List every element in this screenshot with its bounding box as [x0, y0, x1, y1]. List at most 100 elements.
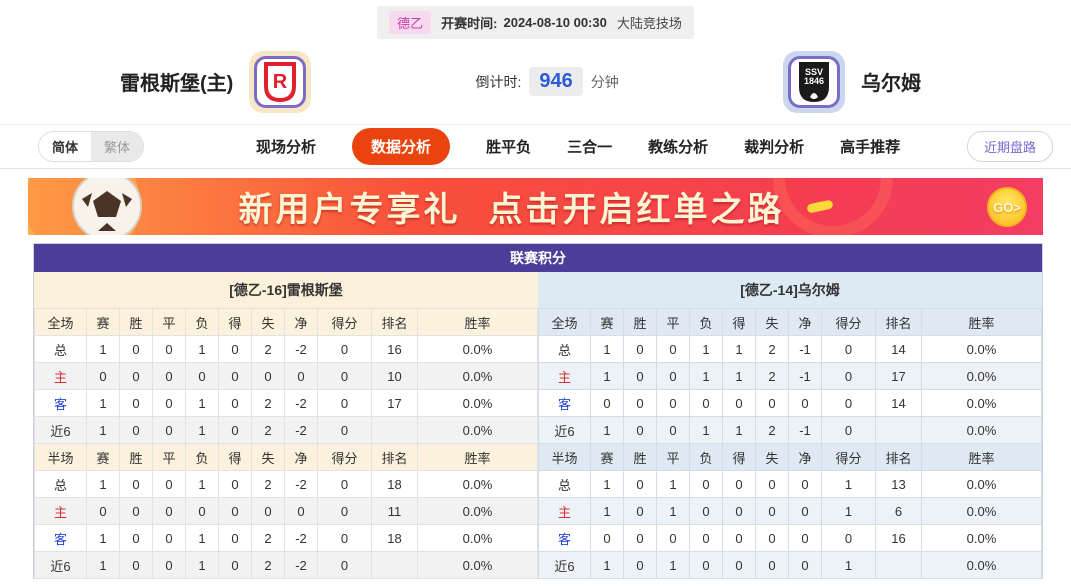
row-label-home: 主	[538, 362, 591, 390]
column-header: 失	[755, 308, 789, 336]
row-label-away: 客	[34, 524, 87, 552]
home-crest-icon: R	[264, 61, 297, 102]
stat-cell: 0	[317, 524, 372, 552]
stat-cell: 0	[788, 470, 822, 498]
away-team-logo: SSV 1846	[783, 50, 845, 113]
stat-cell: 2	[251, 551, 285, 579]
stat-cell: 1	[185, 389, 219, 417]
stat-cell	[875, 551, 922, 579]
go-button[interactable]: GO>	[987, 187, 1027, 227]
table-row: 主 0 0 0 0 0 0 0 0 10 0.0%	[34, 362, 538, 390]
tab-coach-analysis[interactable]: 教练分析	[648, 139, 709, 156]
column-header: 得	[218, 443, 252, 471]
recent-trend-button[interactable]: 近期盘路	[966, 131, 1053, 162]
column-header: 平	[656, 443, 690, 471]
stat-cell: 0	[821, 389, 876, 417]
stat-cell: 18	[371, 524, 418, 552]
tab-data-analysis[interactable]: 数据分析	[352, 128, 451, 165]
table-row: 主 0 0 0 0 0 0 0 0 11 0.0%	[34, 497, 538, 525]
column-header: 胜率	[417, 308, 538, 336]
stat-cell: 0	[623, 416, 657, 444]
top-info-strip: 德乙 开赛时间: 2024-08-10 00:30 大陆竞技场	[0, 0, 1071, 39]
column-header: 负	[185, 308, 219, 336]
column-header: 胜率	[921, 443, 1042, 471]
countdown-unit: 分钟	[590, 73, 619, 90]
row-label-total: 总	[538, 335, 591, 363]
language-toggle: 简体 繁体	[38, 131, 145, 162]
tab-live-analysis[interactable]: 现场分析	[256, 139, 317, 156]
svg-text:R: R	[273, 71, 288, 93]
stat-cell: 0	[119, 416, 153, 444]
banner-text-part2: 点击开启红单之路	[488, 191, 785, 229]
league-points-title: 联赛积分	[34, 244, 1042, 272]
stats-header-row: 半场赛胜平负得失净得分 排名 胜率	[34, 443, 538, 471]
stat-cell: 0	[218, 389, 252, 417]
stat-cell: 0	[689, 524, 723, 552]
row-label-home: 主	[34, 362, 87, 390]
stat-cell: 0.0%	[921, 470, 1042, 498]
stat-cell: 1	[185, 416, 219, 444]
stat-cell: 0	[185, 362, 219, 390]
column-header: 全场	[34, 308, 87, 336]
stat-cell: 1	[185, 551, 219, 579]
away-stats-half: [德乙-14]乌尔姆 全场赛胜平负得失净得分 排名 胜率总 1 0 0 1 1 2 -1 0 14 0.…	[538, 272, 1042, 579]
stat-cell: 18	[371, 470, 418, 498]
row-label-home: 主	[538, 497, 591, 525]
stat-cell: 0	[656, 362, 690, 390]
stat-cell: 0	[119, 497, 153, 525]
column-header: 净	[284, 443, 318, 471]
stat-cell: 0	[317, 497, 372, 525]
tab-three-in-one[interactable]: 三合一	[567, 139, 613, 156]
home-table-header: [德乙-16]雷根斯堡	[34, 272, 538, 308]
analysis-tabs: 现场分析 数据分析 胜平负 三合一 教练分析 裁判分析 高手推荐	[256, 128, 900, 165]
stat-cell: 0	[755, 524, 789, 552]
stat-cell: 0	[656, 524, 690, 552]
column-header: 胜率	[417, 443, 538, 471]
stat-cell: 16	[371, 335, 418, 363]
stat-cell: 0.0%	[921, 497, 1042, 525]
stat-cell: 0	[788, 551, 822, 579]
tab-expert-picks[interactable]: 高手推荐	[840, 139, 901, 156]
stats-header-row: 半场赛胜平负得失净得分 排名 胜率	[538, 443, 1042, 471]
table-row: 近6 1 0 0 1 0 2 -2 0 0.0%	[34, 416, 538, 444]
row-label-total: 总	[538, 470, 591, 498]
stat-cell: 0	[590, 389, 624, 417]
table-row: 客 1 0 0 1 0 2 -2 0 17 0.0%	[34, 389, 538, 417]
column-header: 净	[788, 308, 822, 336]
stat-cell: 0	[689, 470, 723, 498]
stat-cell: 0	[218, 416, 252, 444]
promo-banner[interactable]: 新用户专享礼 点击开启红单之路 GO>	[28, 178, 1043, 235]
stat-cell: 0	[722, 389, 756, 417]
stat-cell: 0.0%	[417, 524, 538, 552]
row-label-near6: 近6	[538, 416, 591, 444]
tab-referee-analysis[interactable]: 裁判分析	[744, 139, 805, 156]
column-header: 负	[689, 443, 723, 471]
table-row: 总 1 0 1 0 0 0 0 1 13 0.0%	[538, 470, 1042, 498]
stat-cell: 0	[152, 362, 186, 390]
stat-cell: 0	[722, 470, 756, 498]
stat-cell: 0	[317, 335, 372, 363]
stat-cell: 0	[218, 470, 252, 498]
column-header: 胜	[623, 308, 657, 336]
stat-cell: 2	[251, 470, 285, 498]
stat-cell: -1	[788, 335, 822, 363]
stat-cell: 0	[623, 497, 657, 525]
lang-simplified-button[interactable]: 简体	[39, 132, 92, 161]
lang-traditional-button[interactable]: 繁体	[91, 132, 144, 161]
stat-cell: 0	[317, 362, 372, 390]
column-header: 赛	[86, 308, 120, 336]
column-header: 得分	[821, 443, 876, 471]
away-crest-icon: SSV 1846	[799, 61, 829, 102]
kickoff-time: 2024-08-10 00:30	[503, 15, 607, 30]
away-table-header: [德乙-14]乌尔姆	[538, 272, 1042, 308]
tab-win-draw-lose[interactable]: 胜平负	[486, 139, 532, 156]
stat-cell: 0	[722, 551, 756, 579]
stat-cell: 0	[722, 497, 756, 525]
column-header: 胜率	[921, 308, 1042, 336]
stat-cell: 2	[251, 335, 285, 363]
row-label-away: 客	[538, 389, 591, 417]
home-stats-table: 全场赛胜平负得失净得分 排名 胜率总 1 0 0 1 0 2 -2 0 16 0.0% 主 0 0 0 0 0 0 0 0…	[34, 308, 538, 579]
row-label-near6: 近6	[34, 416, 87, 444]
stat-cell: 0.0%	[921, 524, 1042, 552]
football-icon	[72, 178, 142, 235]
